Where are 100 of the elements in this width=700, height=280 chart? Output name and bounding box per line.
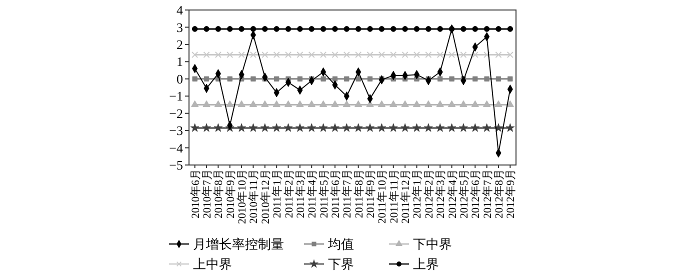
point — [460, 100, 468, 108]
point — [355, 26, 362, 32]
point — [296, 100, 304, 108]
x-tick-label: 2012年2月 — [423, 169, 436, 218]
point — [496, 76, 502, 82]
point — [507, 26, 514, 32]
point — [214, 123, 223, 132]
y-tick-label: −3 — [169, 123, 183, 138]
point — [402, 26, 408, 32]
point — [482, 123, 492, 132]
point — [354, 123, 363, 132]
x-tick-label: 2011年3月 — [294, 169, 307, 218]
point — [307, 123, 316, 132]
point — [260, 123, 270, 132]
x-tick-label: 2011年7月 — [342, 169, 354, 218]
point — [506, 100, 514, 108]
point — [295, 123, 304, 132]
x-tick-label: 2011年11月 — [388, 169, 400, 224]
point — [460, 26, 466, 32]
x-tick-label: 2011年10月 — [376, 169, 389, 224]
point — [437, 76, 443, 82]
point — [318, 123, 328, 132]
point — [367, 76, 373, 82]
point — [482, 100, 491, 108]
point — [436, 123, 445, 132]
point — [388, 123, 398, 132]
point — [494, 100, 502, 108]
x-tick-label: 2010年7月 — [202, 169, 214, 218]
y-tick-label: 2 — [176, 36, 183, 52]
point — [319, 100, 328, 108]
point — [447, 123, 456, 132]
point — [367, 26, 373, 32]
point — [238, 51, 245, 58]
point — [226, 26, 233, 32]
point — [250, 51, 257, 58]
point — [191, 100, 199, 108]
point — [366, 51, 374, 58]
point — [226, 100, 234, 108]
x-tick-label: 2011年5月 — [318, 169, 330, 218]
point — [227, 76, 232, 82]
x-tick-label: 2010年12月 — [260, 169, 272, 224]
point — [238, 26, 244, 32]
point — [436, 100, 444, 108]
point — [436, 51, 444, 58]
point — [424, 123, 433, 132]
point — [249, 100, 258, 108]
point — [508, 76, 513, 82]
point — [342, 100, 350, 108]
y-tick-label: 4 — [176, 2, 184, 18]
point — [366, 123, 374, 132]
point — [344, 76, 350, 82]
point — [496, 26, 502, 32]
point — [506, 123, 515, 132]
point — [378, 51, 385, 58]
point — [470, 123, 480, 132]
point — [215, 26, 222, 32]
point — [274, 26, 280, 32]
point — [437, 26, 443, 32]
point — [412, 100, 421, 108]
point — [284, 100, 292, 108]
point — [414, 26, 420, 32]
point — [448, 100, 456, 108]
y-tick-label: −2 — [169, 106, 183, 121]
point — [342, 123, 352, 132]
x-tick-label: 2010年9月 — [224, 169, 237, 218]
x-tick-label: 2011年9月 — [365, 169, 378, 218]
x-tick-label: 2012年8月 — [493, 169, 506, 218]
point — [332, 76, 338, 82]
x-tick-label: 2011年2月 — [283, 169, 296, 218]
point — [401, 100, 409, 108]
x-tick-label: 2010年10月 — [236, 169, 249, 224]
point — [203, 51, 210, 58]
point — [390, 26, 396, 32]
point — [484, 76, 490, 82]
x-tick-label: 2010年8月 — [213, 169, 226, 218]
point — [284, 123, 293, 132]
point — [390, 100, 398, 108]
point — [273, 51, 280, 58]
y-tick-label: 0 — [176, 71, 183, 86]
point — [285, 26, 292, 32]
point — [413, 51, 420, 58]
point — [472, 76, 478, 82]
x-tick-label: 2011年12月 — [400, 169, 412, 224]
legend-label: 均值 — [327, 236, 354, 252]
point — [204, 26, 210, 32]
point — [400, 123, 410, 132]
point — [192, 51, 198, 58]
x-tick-label: 2012年5月 — [458, 169, 470, 218]
x-tick-label: 2012年9月 — [505, 169, 518, 218]
x-tick-label: 2012年6月 — [470, 169, 482, 218]
y-tick-label: −5 — [169, 158, 183, 173]
point — [484, 26, 490, 32]
point — [192, 26, 198, 32]
point — [377, 123, 386, 132]
point — [426, 26, 432, 32]
point — [320, 76, 326, 82]
point — [460, 51, 467, 58]
point — [343, 51, 350, 58]
y-tick-label: −4 — [169, 140, 184, 156]
point — [495, 51, 502, 58]
